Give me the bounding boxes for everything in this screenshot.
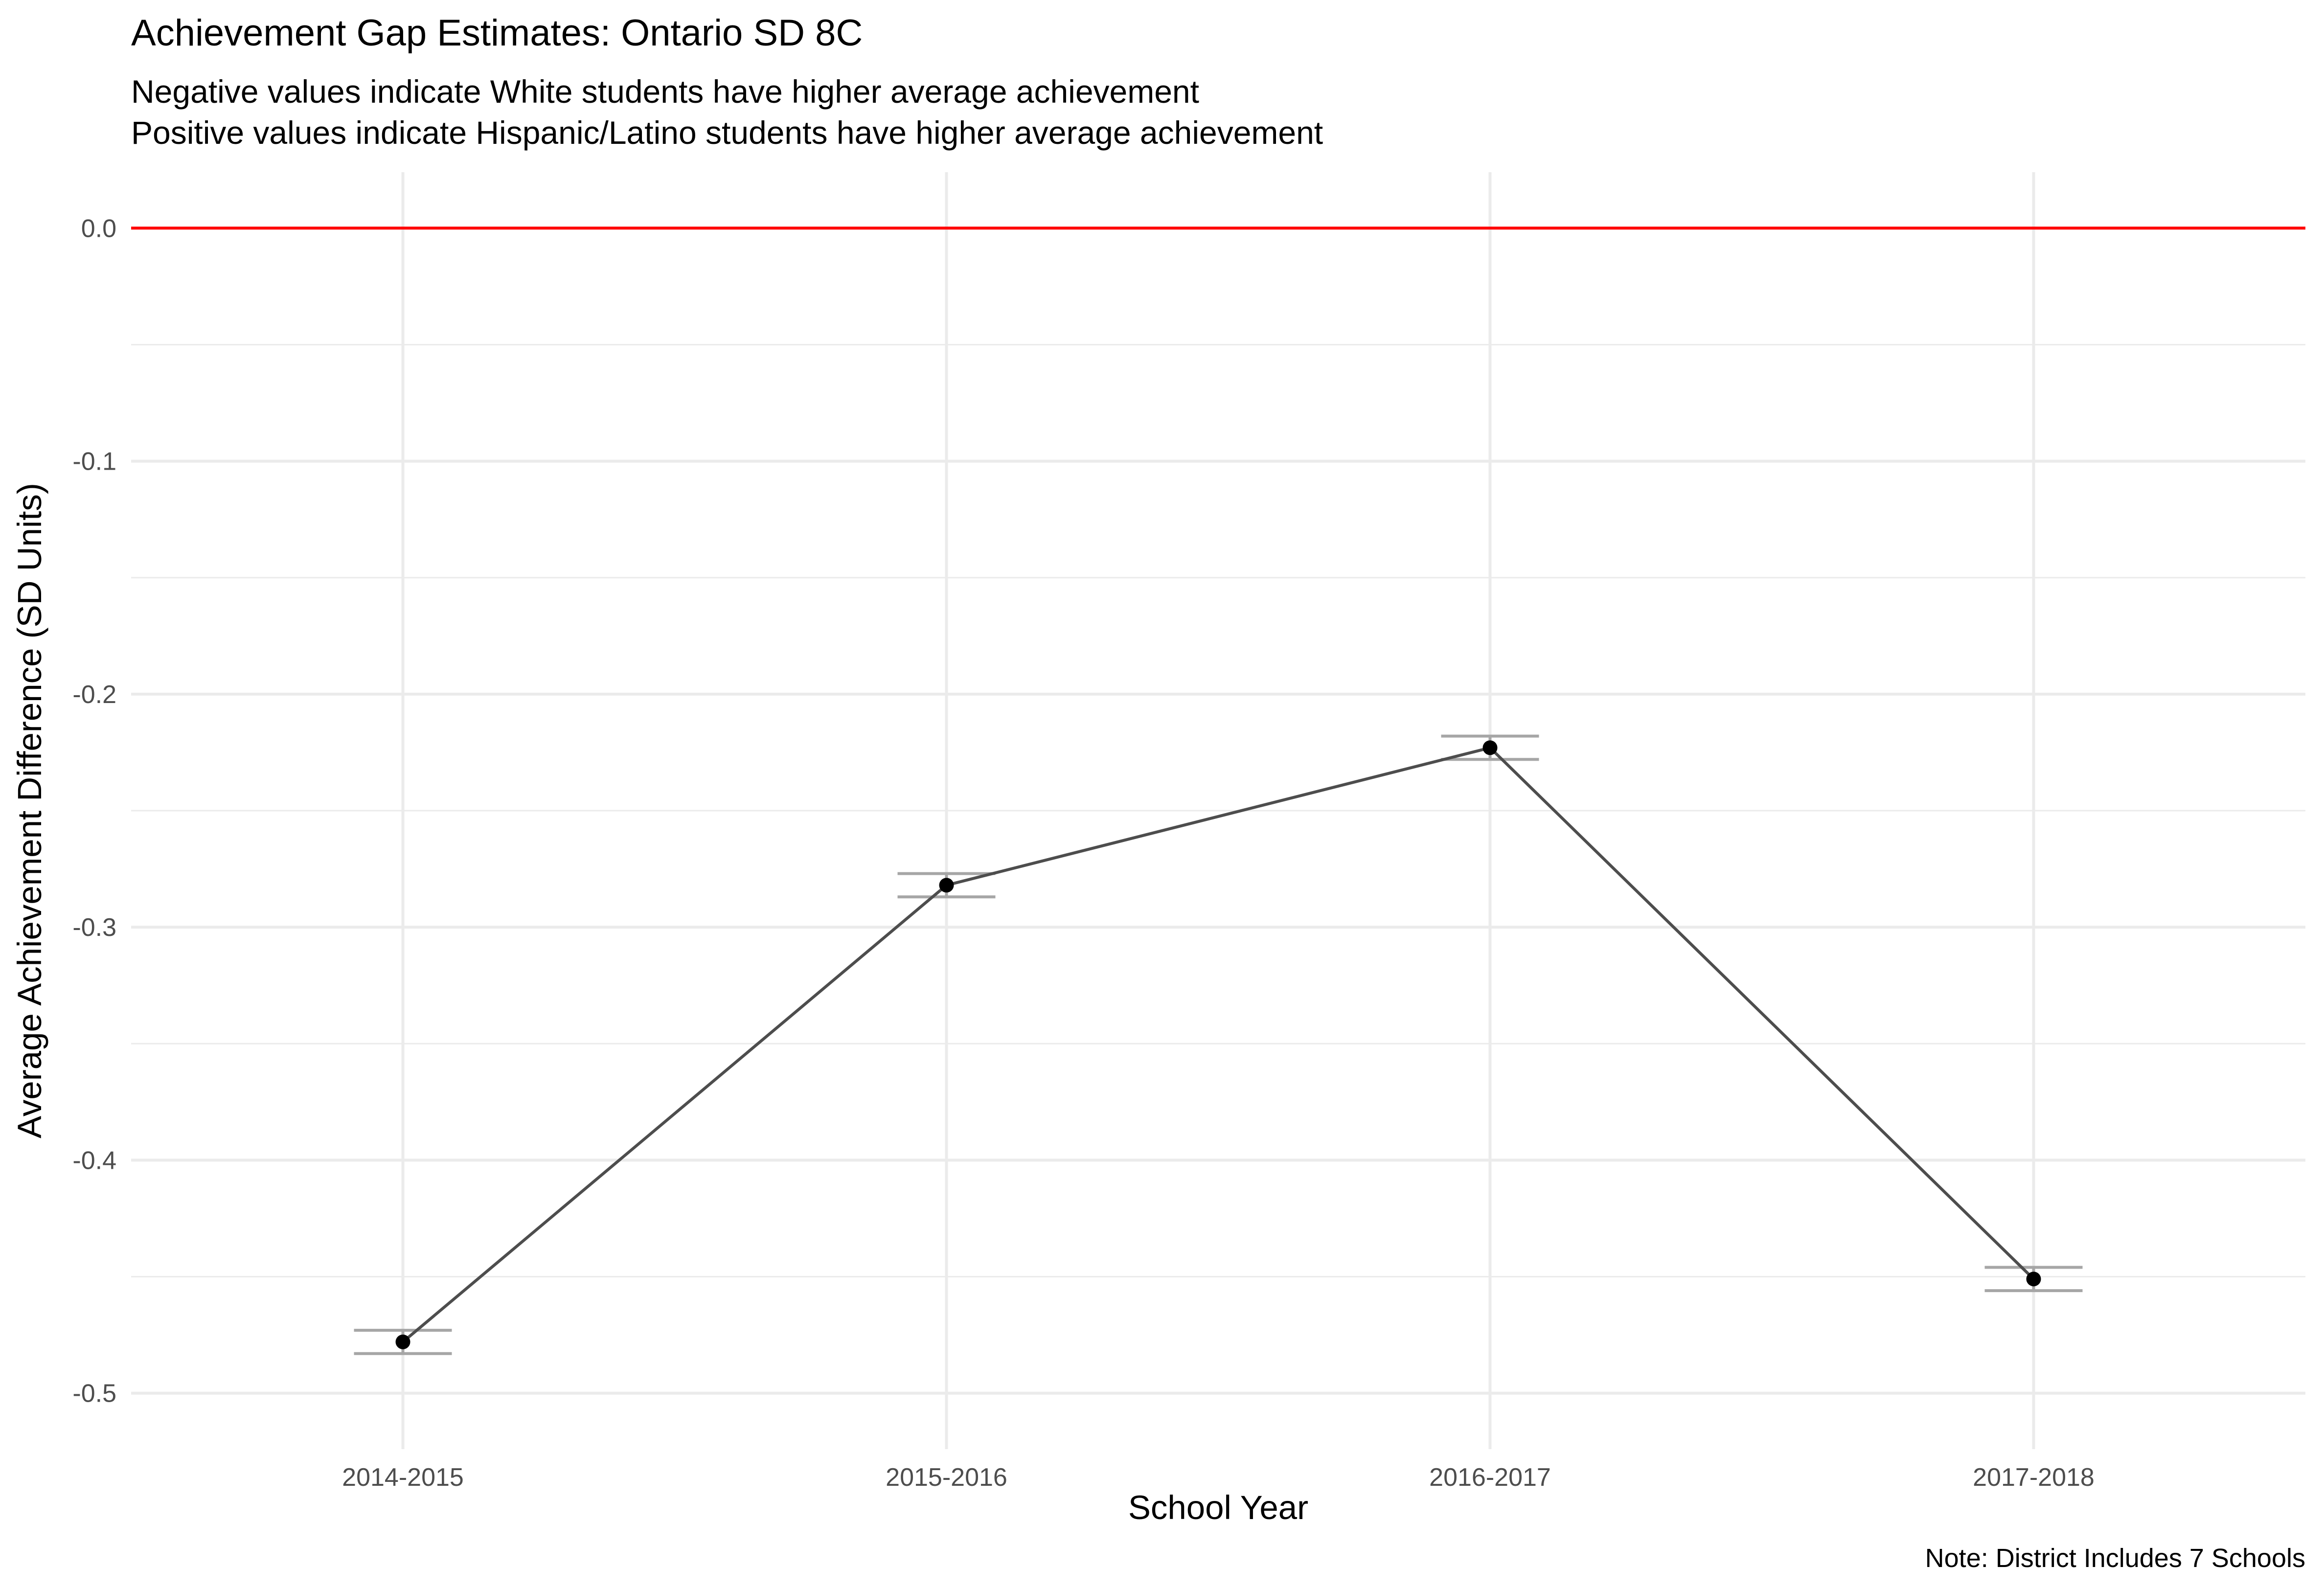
chart-subtitle-line-1: Negative values indicate White students … xyxy=(131,73,1199,110)
x-tick-label: 2014-2015 xyxy=(342,1463,464,1492)
y-tick-label: -0.5 xyxy=(72,1380,116,1408)
y-tick-label: -0.2 xyxy=(72,681,116,709)
y-tick-label: -0.4 xyxy=(72,1146,116,1175)
y-tick-label: 0.0 xyxy=(81,214,116,243)
chart-subtitle-line-2: Positive values indicate Hispanic/Latino… xyxy=(131,114,1323,151)
y-tick-label: -0.3 xyxy=(72,913,116,942)
series-line xyxy=(402,746,2035,1343)
chart-title: Achievement Gap Estimates: Ontario SD 8C xyxy=(131,12,863,54)
data-point xyxy=(1482,740,1498,755)
data-point xyxy=(2026,1272,2041,1287)
data-point xyxy=(395,1334,410,1349)
y-tick-label: -0.1 xyxy=(72,448,116,476)
chart-caption: Note: District Includes 7 Schools xyxy=(1925,1544,2305,1573)
x-tick-label: 2016-2017 xyxy=(1429,1463,1551,1492)
y-axis-title: Average Achievement Difference (SD Units… xyxy=(11,483,48,1138)
data-point xyxy=(939,878,954,893)
x-tick-label: 2017-2018 xyxy=(1973,1463,2095,1492)
x-axis-title: School Year xyxy=(1128,1489,1308,1526)
x-tick-label: 2015-2016 xyxy=(886,1463,1007,1492)
plot-area: 0.0 -0.1 -0.2 -0.3 -0.4 -0.5 2014-2015 2015-201… xyxy=(72,172,2305,1492)
